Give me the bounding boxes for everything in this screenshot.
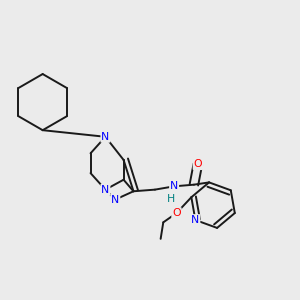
Text: N: N [101, 184, 110, 195]
Text: N: N [101, 132, 110, 142]
Text: N: N [191, 215, 200, 225]
Text: O: O [172, 208, 181, 218]
Text: N: N [111, 194, 119, 205]
Text: H: H [167, 194, 175, 204]
Text: N: N [170, 181, 178, 191]
Text: O: O [194, 159, 202, 169]
